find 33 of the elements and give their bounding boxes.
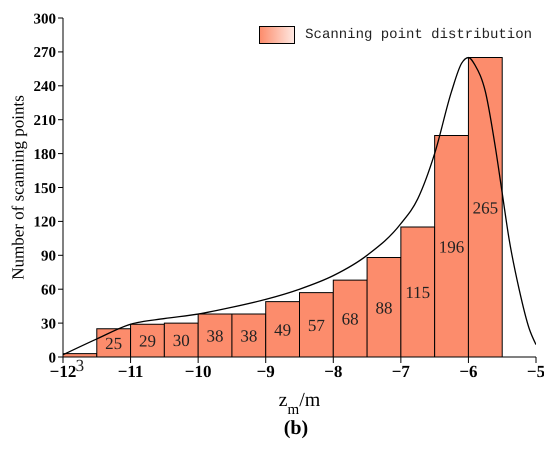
y-tick-label: 210 [34,113,56,130]
data-label: 25 [105,334,122,353]
x-tick-label: −11 [118,362,144,382]
data-label: 38 [206,326,224,346]
y-tick-label: 30 [41,316,56,332]
data-label: 196 [438,237,464,256]
y-tick-label: 60 [41,282,56,299]
data-label: 38 [240,326,258,346]
data-label: 29 [138,332,156,351]
data-label: 68 [342,310,359,329]
data-label: 115 [405,283,430,302]
y-tick-label: 270 [34,45,56,62]
x-tick-label: −6 [459,362,478,382]
data-label: 88 [375,298,392,318]
text: (b) [282,416,310,440]
y-axis-title: Number of scanning points [8,95,28,280]
y-tick-label: 180 [34,146,56,163]
y-tick-label: 90 [41,248,56,265]
y-tick-label: 120 [34,214,56,231]
x-tick-label: −9 [256,362,275,382]
x-tick-label: −8 [324,362,342,382]
x-axis-title: z$_{m}$/m [278,389,321,418]
x-tick-label: −10 [184,362,212,382]
data-label: 3 [76,356,84,375]
y-tick-label: 150 [34,180,56,197]
data-label: 30 [172,331,190,350]
data-label: 57 [308,316,326,335]
legend-label: Scanning point distribution [305,27,532,43]
data-label: 265 [472,198,498,218]
y-tick-label: 240 [34,79,56,96]
data-label: 49 [274,320,292,340]
y-tick-label: 300 [34,11,56,28]
x-tick-label: −7 [392,362,410,382]
